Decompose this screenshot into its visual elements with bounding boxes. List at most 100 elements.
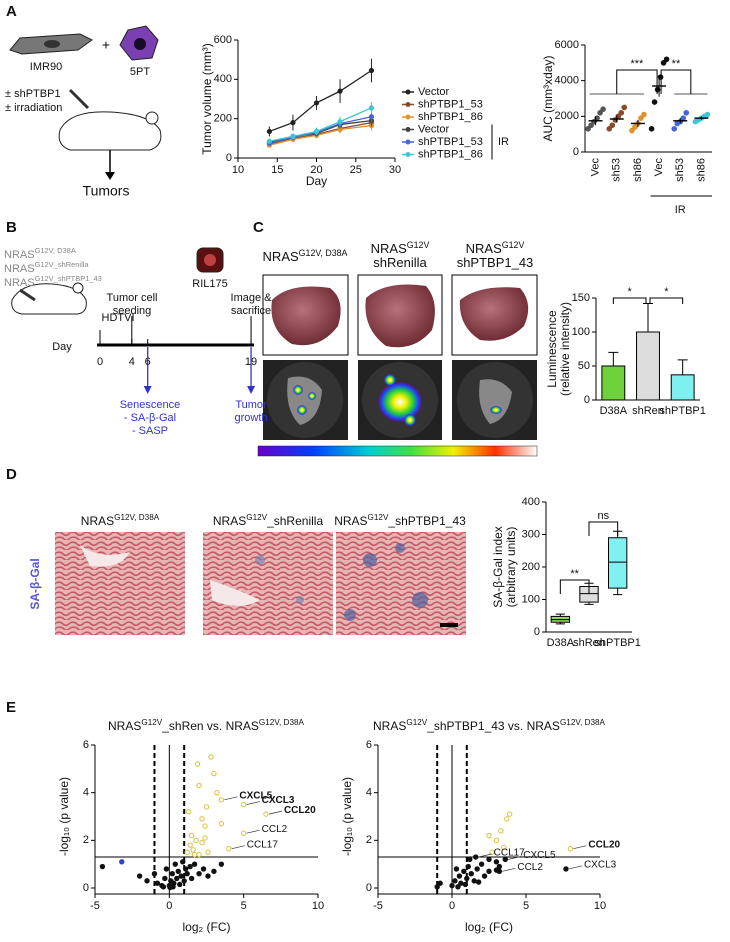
significance-bracket — [660, 69, 692, 94]
event-label: HDTVI — [102, 312, 135, 324]
text-segment: _shPTBP1_43 vs. NRAS — [426, 719, 560, 733]
point — [502, 856, 508, 863]
legend-marker — [405, 139, 411, 145]
y-tick-label: 150 — [572, 292, 590, 304]
y-axis-label: -log₁₀ (p value) — [57, 777, 71, 856]
point — [504, 816, 510, 822]
error-bar — [643, 302, 653, 332]
y-tick-label: 6000 — [555, 39, 579, 51]
annotation-leader — [231, 845, 245, 850]
timeline-label: Day — [52, 341, 72, 353]
dot — [683, 109, 690, 116]
point — [486, 856, 492, 863]
organoid: 5PT — [130, 66, 150, 78]
y-tick-label: 2 — [83, 834, 89, 846]
panel-b-schematic — [11, 247, 254, 347]
point — [163, 866, 170, 872]
x-tick-label: 0 — [449, 900, 455, 912]
box — [607, 537, 628, 589]
point — [178, 873, 184, 879]
annotation: CCL20 — [588, 839, 620, 850]
point — [202, 823, 208, 829]
x-tick-label: sh86 — [632, 158, 644, 182]
point — [501, 844, 507, 851]
point — [226, 845, 232, 852]
outcome-label: Senescence — [120, 399, 181, 411]
bar — [601, 365, 626, 401]
point — [464, 875, 470, 882]
point — [240, 830, 247, 836]
dot — [648, 126, 655, 132]
legend-marker — [405, 152, 411, 157]
y-tick-label: 2 — [366, 834, 372, 846]
annotation-leader — [568, 865, 583, 870]
superscript: G12V — [502, 240, 525, 250]
text-segment: shRenilla — [373, 255, 427, 270]
x-tick-label: 5 — [523, 900, 529, 912]
point — [465, 863, 471, 870]
point — [199, 816, 205, 822]
point — [181, 878, 187, 884]
point — [266, 128, 272, 135]
dot — [609, 122, 616, 129]
rich-text: NRASG12V_shRenilla — [213, 513, 324, 528]
text-segment: shPTBP1_43 — [457, 255, 534, 270]
point — [368, 114, 375, 120]
y-axis-label: Luminescence — [545, 310, 559, 388]
event-label: Tumor cell — [107, 292, 158, 304]
point — [170, 884, 176, 890]
superscript: G12V, D38A — [560, 718, 606, 727]
text-segment: NRAS — [373, 719, 406, 733]
text-segment: NRAS — [108, 719, 141, 733]
annotation: CXCL5 — [523, 850, 556, 861]
point — [136, 873, 143, 879]
x-tick-label: D38A — [600, 405, 628, 417]
significance-label: ns — [598, 510, 610, 522]
treatment: ± irradiation — [5, 102, 62, 114]
x-tick-label: shRen — [632, 405, 664, 417]
point — [474, 866, 480, 872]
rich-text: NRASG12V, D38A — [81, 513, 160, 528]
point — [266, 138, 272, 144]
point — [467, 856, 473, 863]
point — [468, 871, 474, 877]
point — [493, 837, 500, 844]
point — [191, 861, 198, 867]
point — [214, 789, 220, 796]
legend-label: shPTBP1_86 — [418, 111, 483, 123]
series-line — [269, 124, 372, 146]
superscript: G12V, D38A — [35, 246, 76, 255]
point — [313, 128, 320, 135]
y-tick-label: 0 — [584, 394, 590, 406]
annotation: CXCL3 — [584, 860, 617, 871]
panel-a-schematic: IMR90 + 5PT ± shPTBP1 ± irradiation Tumo… — [5, 25, 162, 199]
annotation-leader — [224, 796, 238, 801]
outcome-label: growth — [234, 412, 267, 424]
panel-label: D — [6, 466, 17, 483]
rich-text: NRASG12V, D38A — [263, 248, 348, 264]
point — [194, 761, 201, 767]
annotation-leader — [508, 856, 522, 860]
x-tick-label: shPTBP1 — [594, 637, 640, 649]
text-segment: NRAS — [334, 514, 367, 528]
x-tick-label: 30 — [389, 164, 401, 176]
y-tick-label: 400 — [522, 496, 540, 508]
outcome-label: - SA-β-Gal — [124, 412, 176, 424]
legend-label: Vector — [418, 86, 450, 98]
point — [184, 871, 190, 877]
superscript: G12V, D38A — [114, 513, 160, 522]
x-tick-label: 20 — [310, 164, 322, 176]
point — [493, 859, 500, 865]
x-tick-label: sh53 — [674, 158, 686, 182]
point — [191, 851, 198, 858]
legend-marker — [405, 89, 411, 95]
dot — [641, 111, 647, 118]
superscript: G12V_shRenilla — [35, 260, 90, 269]
event-label: Image & — [231, 292, 273, 304]
annotation: CCL17 — [247, 839, 279, 850]
point — [200, 866, 207, 872]
point — [175, 868, 181, 875]
point — [211, 770, 217, 777]
x-tick-label: 10 — [312, 900, 324, 912]
point — [174, 875, 180, 882]
